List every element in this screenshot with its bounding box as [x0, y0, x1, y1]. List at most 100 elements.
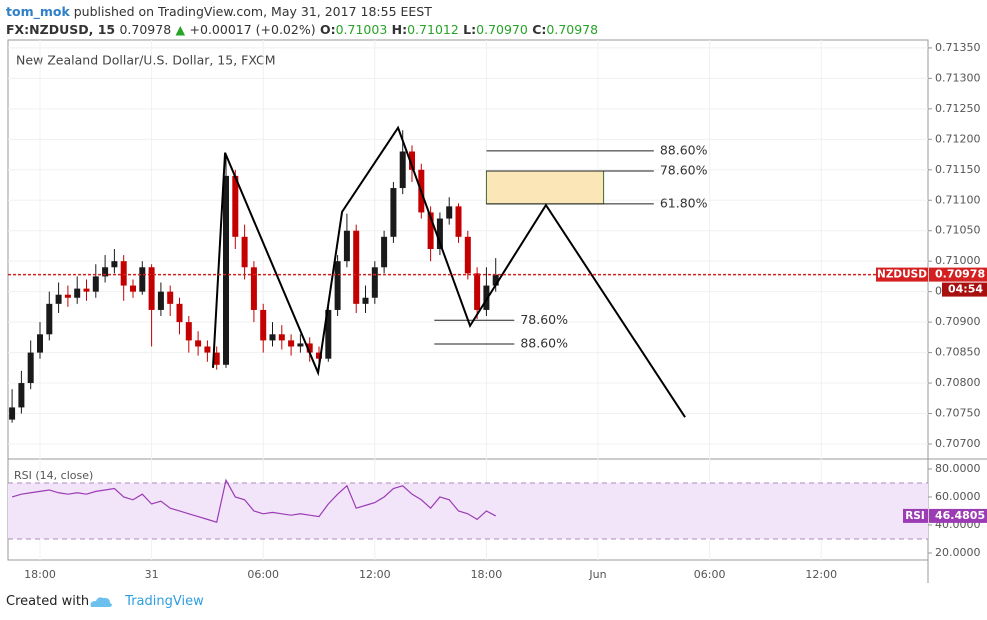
brand[interactable]: TradingView: [125, 594, 204, 609]
y-tick-label: 0.71250: [935, 102, 981, 115]
rsi-title: RSI (14, close): [14, 469, 93, 482]
candle-body: [46, 303, 53, 335]
y-tick-label: 0.70850: [935, 346, 981, 359]
quote-line: FX:NZDUSD, 15 0.70978 ▲ +0.00017 (+0.02%…: [6, 21, 598, 39]
candle-body: [260, 309, 267, 341]
fib-label: 78.60%: [660, 163, 708, 178]
candle-body: [464, 236, 471, 274]
candle-body: [371, 267, 378, 298]
candle-body: [120, 261, 127, 286]
x-tick-label: 31: [145, 568, 159, 581]
candle-body: [213, 352, 220, 365]
candle-body: [325, 309, 332, 359]
publish-line: tom_mok published on TradingView.com, Ma…: [6, 3, 598, 21]
open: 0.71003: [335, 22, 388, 37]
y-tick-label: 20.0000: [935, 546, 981, 559]
candle-body: [241, 236, 248, 268]
fib-box: [485, 170, 605, 205]
candle-body: [436, 218, 443, 249]
symbol-label: NZDUSD: [877, 269, 927, 281]
rsi-value-label: 46.4805: [935, 509, 985, 522]
candle-body: [167, 291, 174, 304]
candle-body: [362, 297, 369, 304]
candle-body: [390, 188, 397, 237]
rsi-band: [8, 482, 928, 539]
price: 0.70978: [119, 22, 172, 37]
candle-body: [474, 273, 481, 310]
candle-body: [64, 294, 71, 298]
candle-body: [316, 352, 323, 359]
chart-title: New Zealand Dollar/U.S. Dollar, 15, FXCM: [16, 53, 276, 68]
change: +0.00017 (+0.02%): [189, 22, 316, 37]
candle-body: [9, 407, 16, 420]
x-tick-label: 06:00: [247, 568, 279, 581]
candle-body: [381, 236, 388, 268]
y-tick-label: 0.71300: [935, 71, 981, 84]
candle-body: [269, 334, 276, 341]
candle-body: [102, 267, 109, 277]
o-label: O:: [319, 22, 336, 37]
y-tick-label: 60.0000: [935, 490, 981, 503]
logo: [90, 597, 112, 607]
candle-body: [55, 294, 62, 304]
candle-body: [334, 261, 341, 310]
candle-body: [27, 352, 34, 384]
fib-label: 78.60%: [520, 312, 568, 327]
y-tick-label: 0: [935, 285, 942, 298]
y-tick-label: 0.71350: [935, 41, 981, 54]
rsi-badge: [903, 508, 928, 523]
candle-body: [306, 343, 313, 353]
high: 0.71012: [407, 22, 459, 37]
x-tick-label: 18:00: [24, 568, 56, 581]
candle-body: [185, 322, 192, 341]
candle-body: [288, 340, 295, 347]
countdown-label: 04:54: [948, 283, 983, 296]
candle-body: [409, 151, 416, 170]
candle-body: [36, 334, 43, 353]
rsi-value-badge: [929, 508, 987, 523]
candle-body: [250, 267, 257, 310]
candle-body: [204, 346, 211, 353]
symbol: FX:NZDUSD, 15: [6, 22, 116, 37]
y-tick-label: 0.70800: [935, 376, 981, 389]
candle-body: [111, 261, 118, 268]
y-tick-label: 0.71150: [935, 163, 981, 176]
candle-body: [483, 285, 490, 310]
published: published on TradingView.com, May 31, 20…: [69, 4, 432, 19]
candle-body: [399, 151, 406, 189]
y-tick-label: 0.70900: [935, 315, 981, 328]
price-badge: [929, 267, 987, 282]
candle-body: [176, 303, 183, 323]
x-tick-label: Jun: [588, 568, 606, 581]
chart: New Zealand Dollar/U.S. Dollar, 15, FXCM…: [7, 39, 987, 583]
created: Created with: [6, 594, 90, 609]
arrow: ▲: [175, 22, 186, 37]
y-tick-label: 0.71050: [935, 224, 981, 237]
countdown-badge: [942, 282, 987, 297]
fib-label: 88.60%: [520, 336, 568, 351]
y-tick-label: 0.71200: [935, 132, 981, 145]
close: 0.70978: [546, 22, 599, 37]
candle-body: [343, 230, 350, 262]
y-tick-label: 80.0000: [935, 462, 981, 475]
x-tick-label: 18:00: [471, 568, 503, 581]
candle-body: [92, 276, 99, 292]
c-label: C:: [532, 22, 547, 37]
author[interactable]: tom_mok: [6, 4, 70, 19]
low: 0.70970: [476, 22, 528, 37]
rsi-badge-label: RSI: [905, 510, 925, 522]
candle-body: [223, 175, 230, 365]
h-label: H:: [391, 22, 408, 37]
symbol-badge: [876, 267, 928, 282]
price-label: 0.70978: [935, 268, 985, 281]
candle-body: [195, 340, 202, 347]
y-tick-label: 0.71000: [935, 254, 981, 267]
candle-body: [232, 175, 239, 237]
fib-label: 61.80%: [660, 195, 708, 210]
candle-body: [427, 212, 434, 249]
l-label: L:: [463, 22, 477, 37]
candle-body: [455, 206, 462, 237]
footer: Created with TradingView: [6, 594, 204, 609]
candle-body: [74, 288, 81, 298]
